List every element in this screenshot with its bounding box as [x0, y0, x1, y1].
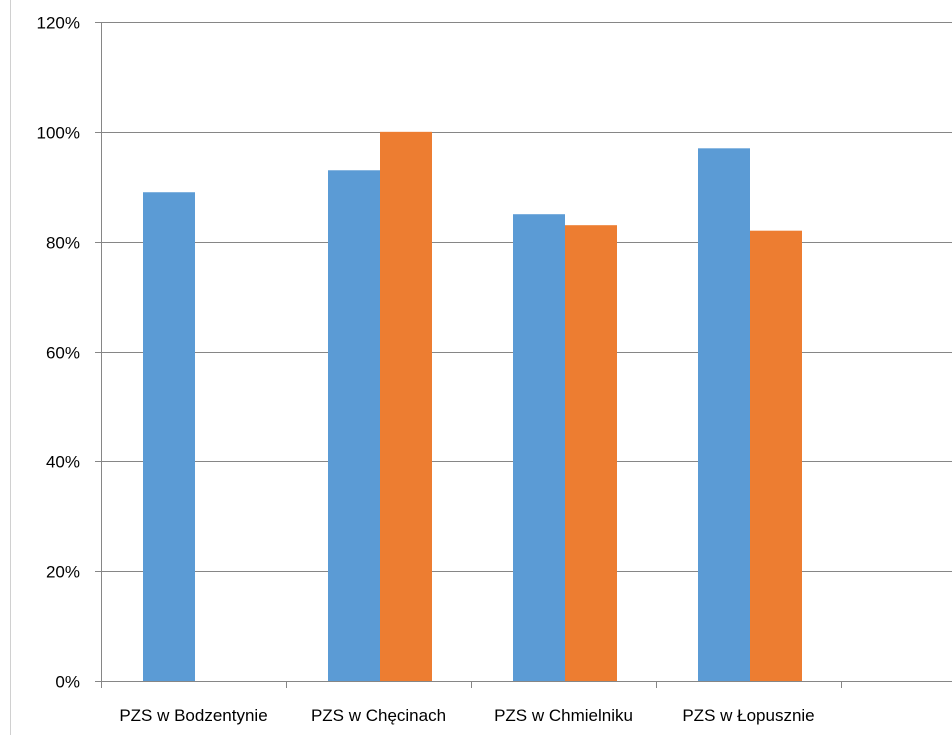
bar: [513, 214, 565, 682]
bar: [698, 148, 750, 681]
y-tick-label: 100%: [37, 124, 80, 143]
y-tick-label: 80%: [46, 234, 80, 253]
bar: [328, 170, 380, 681]
y-tick-label: 40%: [46, 453, 80, 472]
bars: [143, 131, 802, 682]
x-tick-label: PZS w Bodzentynie: [119, 706, 267, 725]
y-tick-label: 20%: [46, 563, 80, 582]
bar: [143, 192, 195, 681]
x-tick-label: PZS w Chęcinach: [311, 706, 446, 725]
bar: [565, 225, 617, 682]
bar: [380, 131, 432, 682]
y-tick-label: 60%: [46, 344, 80, 363]
y-tick-labels: 0% 20% 40% 60% 80% 100% 120%: [37, 14, 80, 692]
x-tick-label: PZS w Chmielniku: [494, 706, 633, 725]
y-tick-label: 120%: [37, 14, 80, 33]
y-tick-label: 0%: [55, 673, 80, 692]
axes: [95, 22, 952, 688]
x-tick-label: PZS w Łopusznie: [682, 706, 814, 725]
bar: [750, 230, 802, 681]
x-tick-labels: PZS w Bodzentynie PZS w Chęcinach PZS w Ch…: [119, 706, 814, 725]
